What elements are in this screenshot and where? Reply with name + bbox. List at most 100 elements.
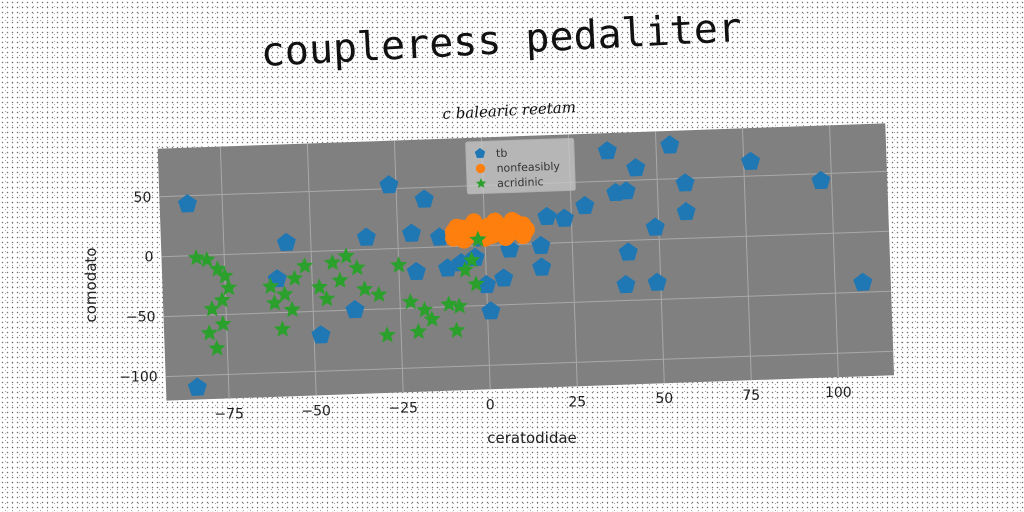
data-point bbox=[296, 257, 314, 274]
legend-marker bbox=[475, 178, 487, 189]
data-point bbox=[214, 315, 232, 332]
y-tick-label: 50 bbox=[134, 190, 152, 206]
data-point bbox=[481, 301, 501, 320]
y-tick-label: −100 bbox=[119, 370, 157, 386]
data-point bbox=[378, 326, 396, 343]
x-grid-line bbox=[829, 125, 839, 378]
data-point bbox=[465, 213, 483, 231]
data-point bbox=[676, 201, 696, 221]
data-point bbox=[469, 230, 487, 248]
data-point bbox=[740, 151, 761, 170]
data-point bbox=[261, 277, 279, 295]
y-grid-line bbox=[163, 290, 892, 318]
data-point bbox=[265, 294, 284, 311]
data-point bbox=[286, 269, 304, 286]
data-point bbox=[463, 251, 481, 268]
data-point bbox=[310, 278, 328, 295]
data-point bbox=[311, 325, 331, 344]
data-point bbox=[537, 206, 557, 226]
data-point bbox=[198, 250, 216, 268]
data-point bbox=[647, 272, 667, 291]
data-point bbox=[494, 268, 514, 287]
data-point bbox=[216, 267, 234, 284]
data-point bbox=[209, 260, 227, 277]
x-grid-line bbox=[654, 131, 665, 384]
data-point bbox=[390, 256, 408, 273]
data-point bbox=[203, 299, 221, 317]
plot-background bbox=[157, 123, 895, 401]
data-point bbox=[414, 189, 434, 208]
x-axis-label: ceratodidae bbox=[487, 429, 577, 447]
data-point bbox=[273, 320, 291, 337]
x-tick-label: 25 bbox=[568, 394, 586, 410]
x-tick-label: 100 bbox=[825, 385, 852, 401]
data-point bbox=[554, 208, 574, 227]
data-point bbox=[379, 175, 399, 194]
data-point bbox=[531, 235, 551, 255]
y-axis-label: comodato bbox=[82, 248, 100, 323]
data-point bbox=[618, 242, 638, 261]
data-point bbox=[348, 258, 366, 276]
y-tick-label: −50 bbox=[126, 310, 156, 326]
data-point bbox=[401, 223, 421, 242]
data-point bbox=[575, 195, 595, 215]
data-point bbox=[345, 299, 365, 319]
data-point bbox=[200, 324, 218, 341]
legend-marker bbox=[475, 163, 486, 174]
data-point bbox=[220, 278, 238, 296]
data-point bbox=[445, 229, 463, 247]
data-point bbox=[208, 339, 226, 356]
y-grid-line bbox=[165, 350, 894, 378]
x-tick-label: −25 bbox=[388, 400, 418, 416]
x-grid-line bbox=[306, 143, 317, 396]
legend-label: tb bbox=[496, 147, 508, 160]
data-point bbox=[318, 289, 336, 307]
data-point bbox=[423, 310, 441, 327]
data-point bbox=[597, 141, 617, 160]
data-point bbox=[276, 232, 296, 252]
x-tick-label: 0 bbox=[486, 397, 495, 413]
x-tick-label: −75 bbox=[214, 406, 244, 422]
data-point bbox=[370, 285, 388, 303]
data-point bbox=[514, 227, 532, 245]
data-point bbox=[283, 300, 301, 318]
data-point bbox=[440, 295, 458, 312]
data-point bbox=[486, 212, 504, 230]
data-point bbox=[356, 227, 376, 246]
tick-labels: −75 −50 −25 0 25 50 75 100 −100 −50 0 50 bbox=[119, 190, 852, 423]
data-point bbox=[323, 253, 341, 271]
legend-label: acridinic bbox=[497, 175, 544, 190]
data-point bbox=[276, 285, 294, 302]
data-point bbox=[401, 293, 419, 310]
data-point bbox=[616, 274, 636, 294]
data-point bbox=[532, 257, 552, 276]
data-point bbox=[409, 322, 427, 340]
data-point bbox=[626, 158, 646, 177]
data-point bbox=[660, 135, 680, 154]
x-grid-line bbox=[742, 128, 752, 381]
data-point bbox=[337, 247, 355, 264]
legend-label: nonfeasibly bbox=[496, 160, 560, 175]
data-point bbox=[497, 228, 515, 246]
data-point bbox=[331, 271, 349, 288]
data-point bbox=[853, 272, 873, 291]
data-point bbox=[450, 297, 468, 314]
data-point bbox=[503, 211, 521, 229]
data-point bbox=[356, 280, 374, 297]
data-points bbox=[177, 135, 873, 396]
data-point bbox=[213, 291, 231, 308]
x-tick-label: 50 bbox=[655, 391, 673, 407]
data-point bbox=[406, 261, 426, 281]
data-point bbox=[467, 275, 485, 292]
legend-box bbox=[465, 137, 576, 195]
data-point bbox=[177, 194, 197, 213]
y-tick-label: 0 bbox=[145, 250, 154, 266]
data-point bbox=[645, 217, 665, 236]
y-grid-line bbox=[161, 230, 890, 258]
data-point bbox=[187, 377, 207, 396]
data-point bbox=[675, 173, 695, 192]
data-point bbox=[456, 261, 474, 278]
